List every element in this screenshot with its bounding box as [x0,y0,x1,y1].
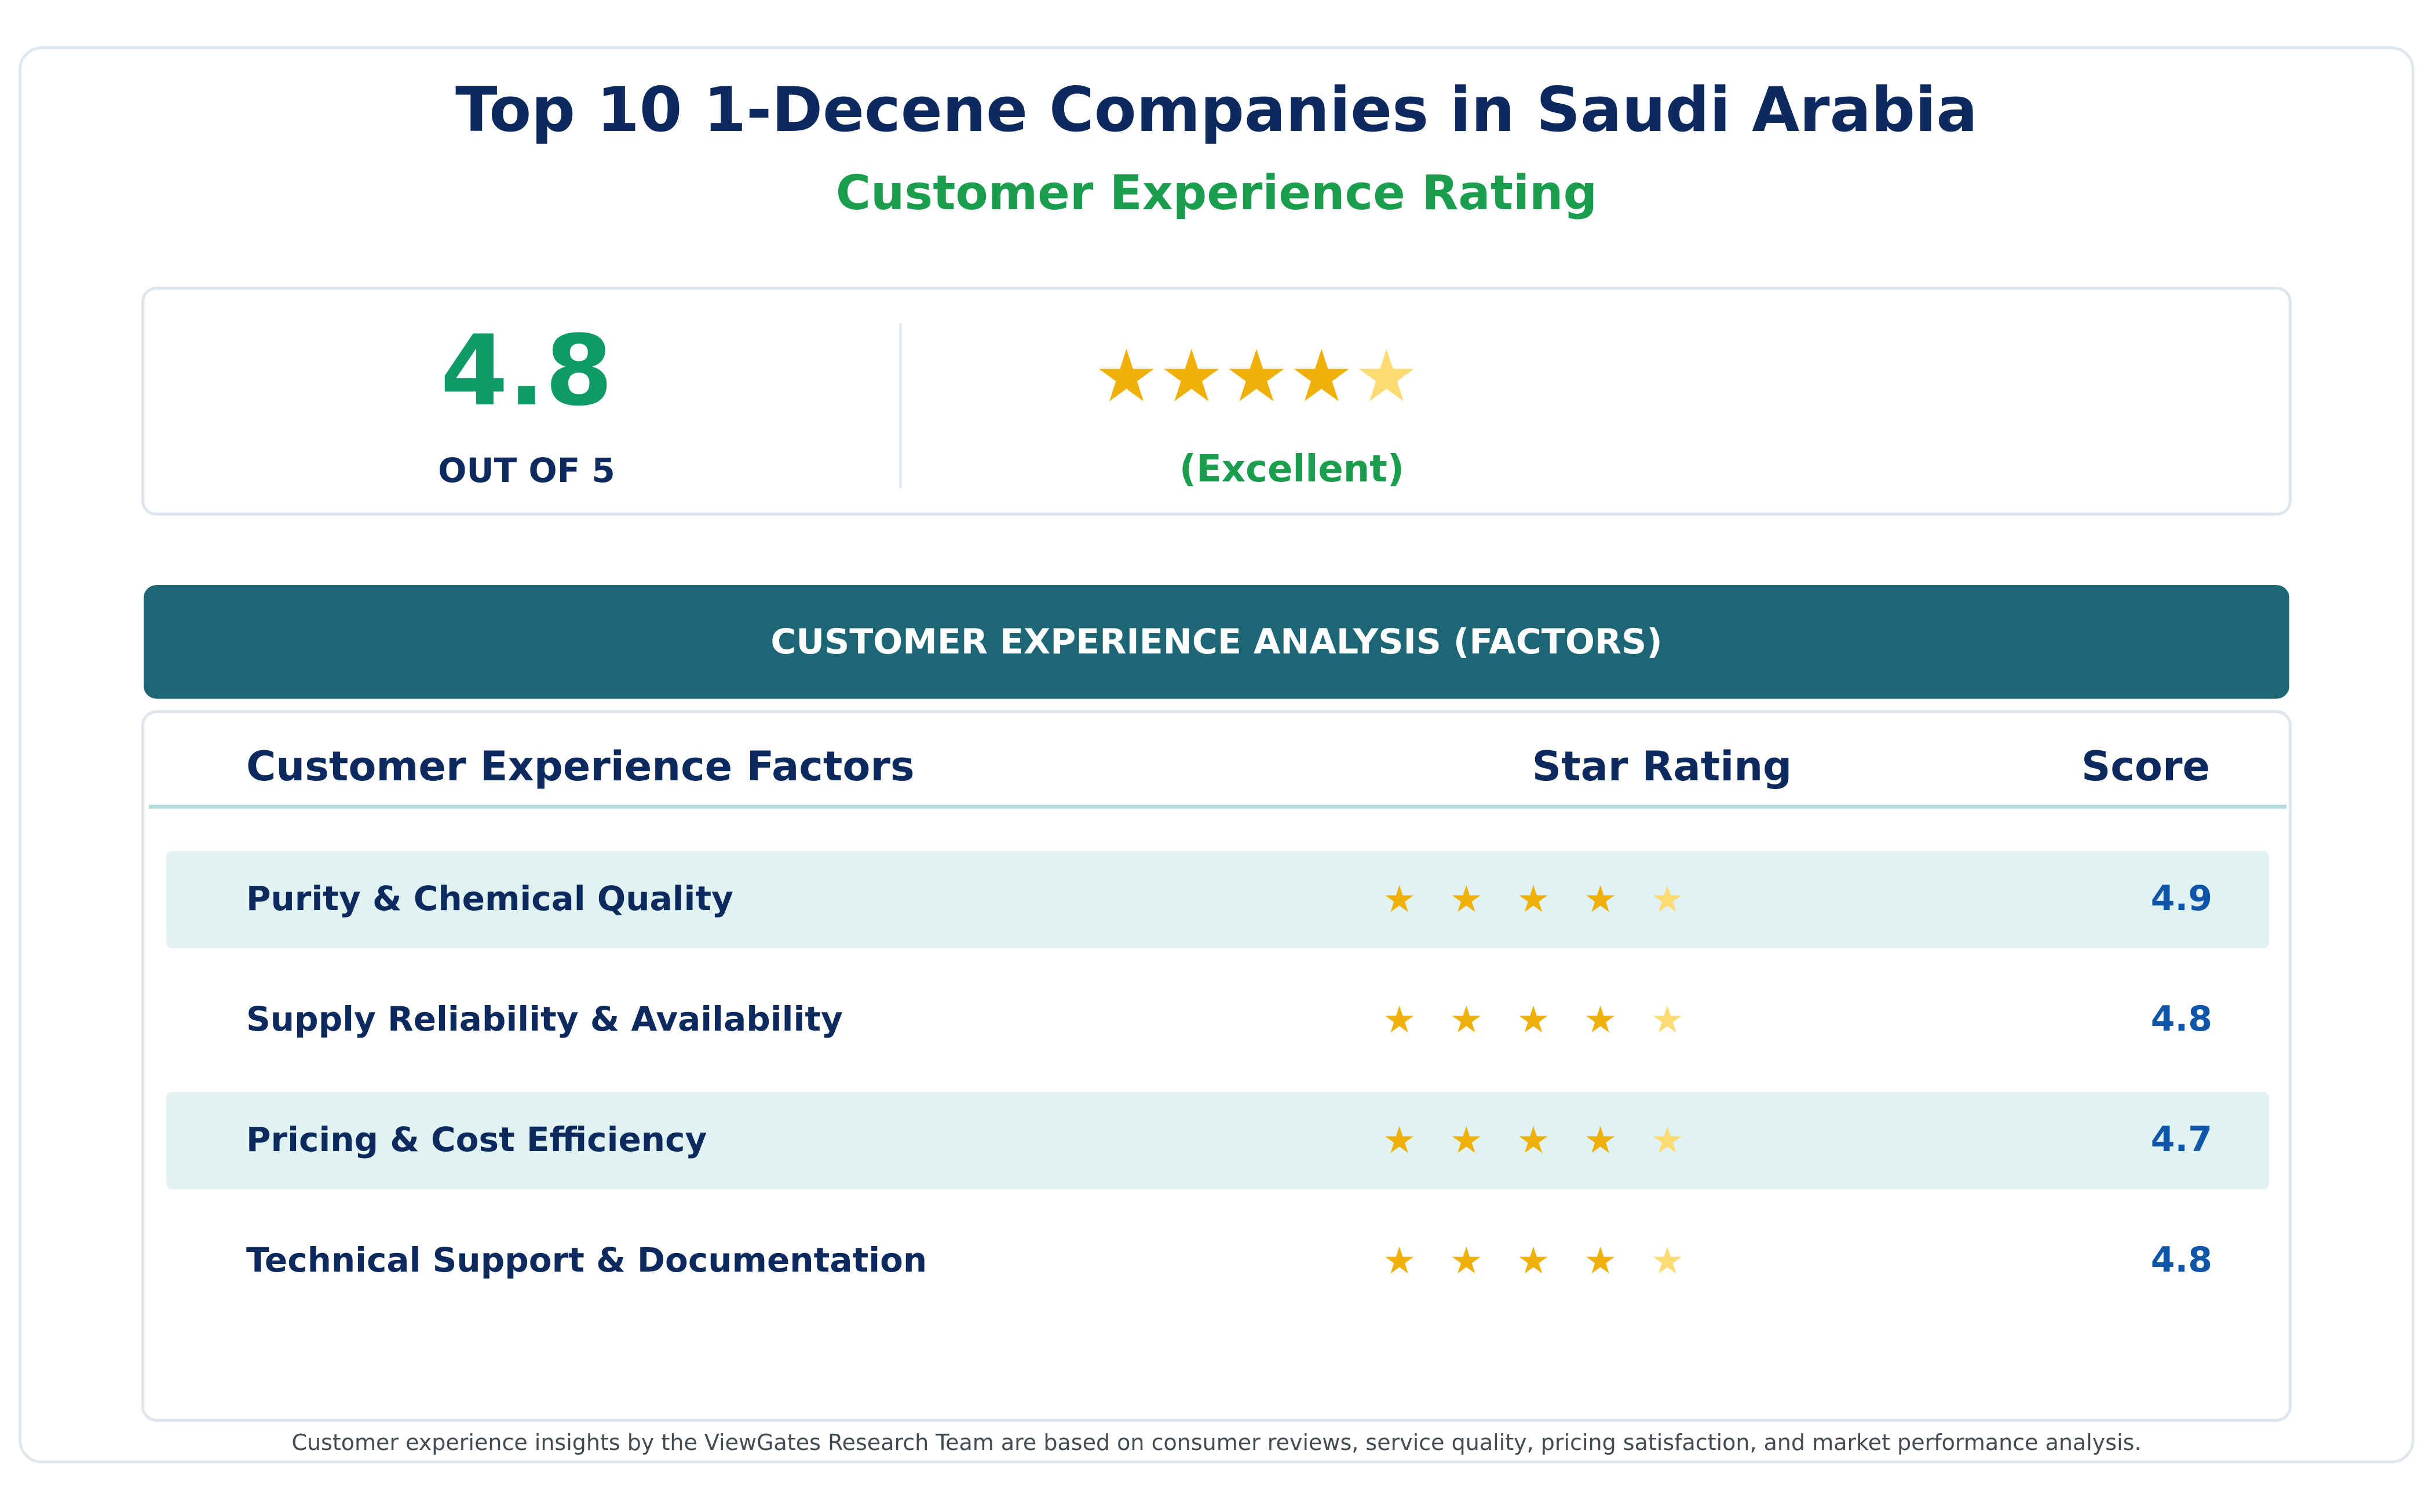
factor-label: Purity & Chemical Quality [246,879,733,918]
star-icon: ★ [1383,1240,1416,1283]
factor-label: Pricing & Cost Efficiency [246,1120,707,1159]
star-icon: ★ [1289,335,1354,418]
star-icon: ★ [1094,335,1159,418]
star-icon: ★ [1517,878,1550,921]
factor-score: 4.8 [2150,999,2212,1039]
star-icon: ★ [1449,878,1484,921]
star-icon: ★ [1517,1240,1550,1283]
star-icon: ★ [1449,1119,1484,1162]
page-title: Top 10 1-Decene Companies in Saudi Arabi… [455,74,1978,145]
panel-divider [899,323,902,488]
star-icon: ★ [1517,1119,1550,1162]
factor-star-rating: ★ ★ ★ ★ ★ [1383,876,1684,923]
column-header-factor: Customer Experience Factors [246,743,915,790]
star-icon: ★ [1583,1119,1617,1162]
star-icon: ★ [1159,335,1224,418]
factor-label: Technical Support & Documentation [246,1240,927,1280]
star-icon: ★ [1449,999,1484,1042]
overall-score: 4.8 [440,314,613,428]
factor-score: 4.8 [2150,1240,2212,1280]
footnote: Customer experience insights by the View… [291,1430,2142,1455]
star-icon: ★ [1383,1119,1416,1162]
star-icon: ★ [1449,1240,1484,1283]
factor-score: 4.7 [2150,1119,2212,1160]
star-icon: ★ [1583,999,1617,1042]
star-icon: ★ [1650,999,1684,1042]
table-row: Purity & Chemical Quality ★ ★ ★ ★ ★ 4.9 [166,851,2269,948]
star-icon: ★ [1650,1240,1684,1283]
star-icon: ★ [1650,878,1684,921]
star-icon: ★ [1383,999,1416,1042]
rating-verdict: (Excellent) [1179,448,1405,491]
table-row: Pricing & Cost Efficiency ★ ★ ★ ★ ★ 4.7 [166,1092,2269,1189]
overall-star-rating: ★ ★ ★ ★ ★ [1094,336,1419,417]
star-icon: ★ [1354,335,1419,418]
star-icon: ★ [1383,878,1416,921]
factor-score: 4.9 [2150,878,2212,919]
factor-star-rating: ★ ★ ★ ★ ★ [1383,997,1684,1043]
table-row: Supply Reliability & Availability ★ ★ ★ … [166,972,2269,1069]
page-subtitle: Customer Experience Rating [835,166,1598,221]
star-icon: ★ [1583,1240,1617,1283]
factor-label: Supply Reliability & Availability [246,999,843,1039]
star-icon: ★ [1224,335,1289,418]
factor-star-rating: ★ ★ ★ ★ ★ [1383,1238,1684,1284]
overall-rating-panel: 4.8 OUT OF 5 ★ ★ ★ ★ ★ (Excellent) [141,287,2292,516]
factor-star-rating: ★ ★ ★ ★ ★ [1383,1117,1684,1164]
column-header-rating: Star Rating [1532,743,1792,790]
score-scale-label: OUT OF 5 [438,451,615,490]
header-divider [149,805,2286,809]
star-icon: ★ [1583,878,1617,921]
factors-table: Customer Experience Factors Star Rating … [141,710,2292,1422]
table-row: Technical Support & Documentation ★ ★ ★ … [166,1212,2269,1310]
star-icon: ★ [1517,999,1550,1042]
star-icon: ★ [1650,1119,1684,1162]
column-header-score: Score [2081,743,2210,790]
section-banner: CUSTOMER EXPERIENCE ANALYSIS (FACTORS) [144,585,2289,699]
